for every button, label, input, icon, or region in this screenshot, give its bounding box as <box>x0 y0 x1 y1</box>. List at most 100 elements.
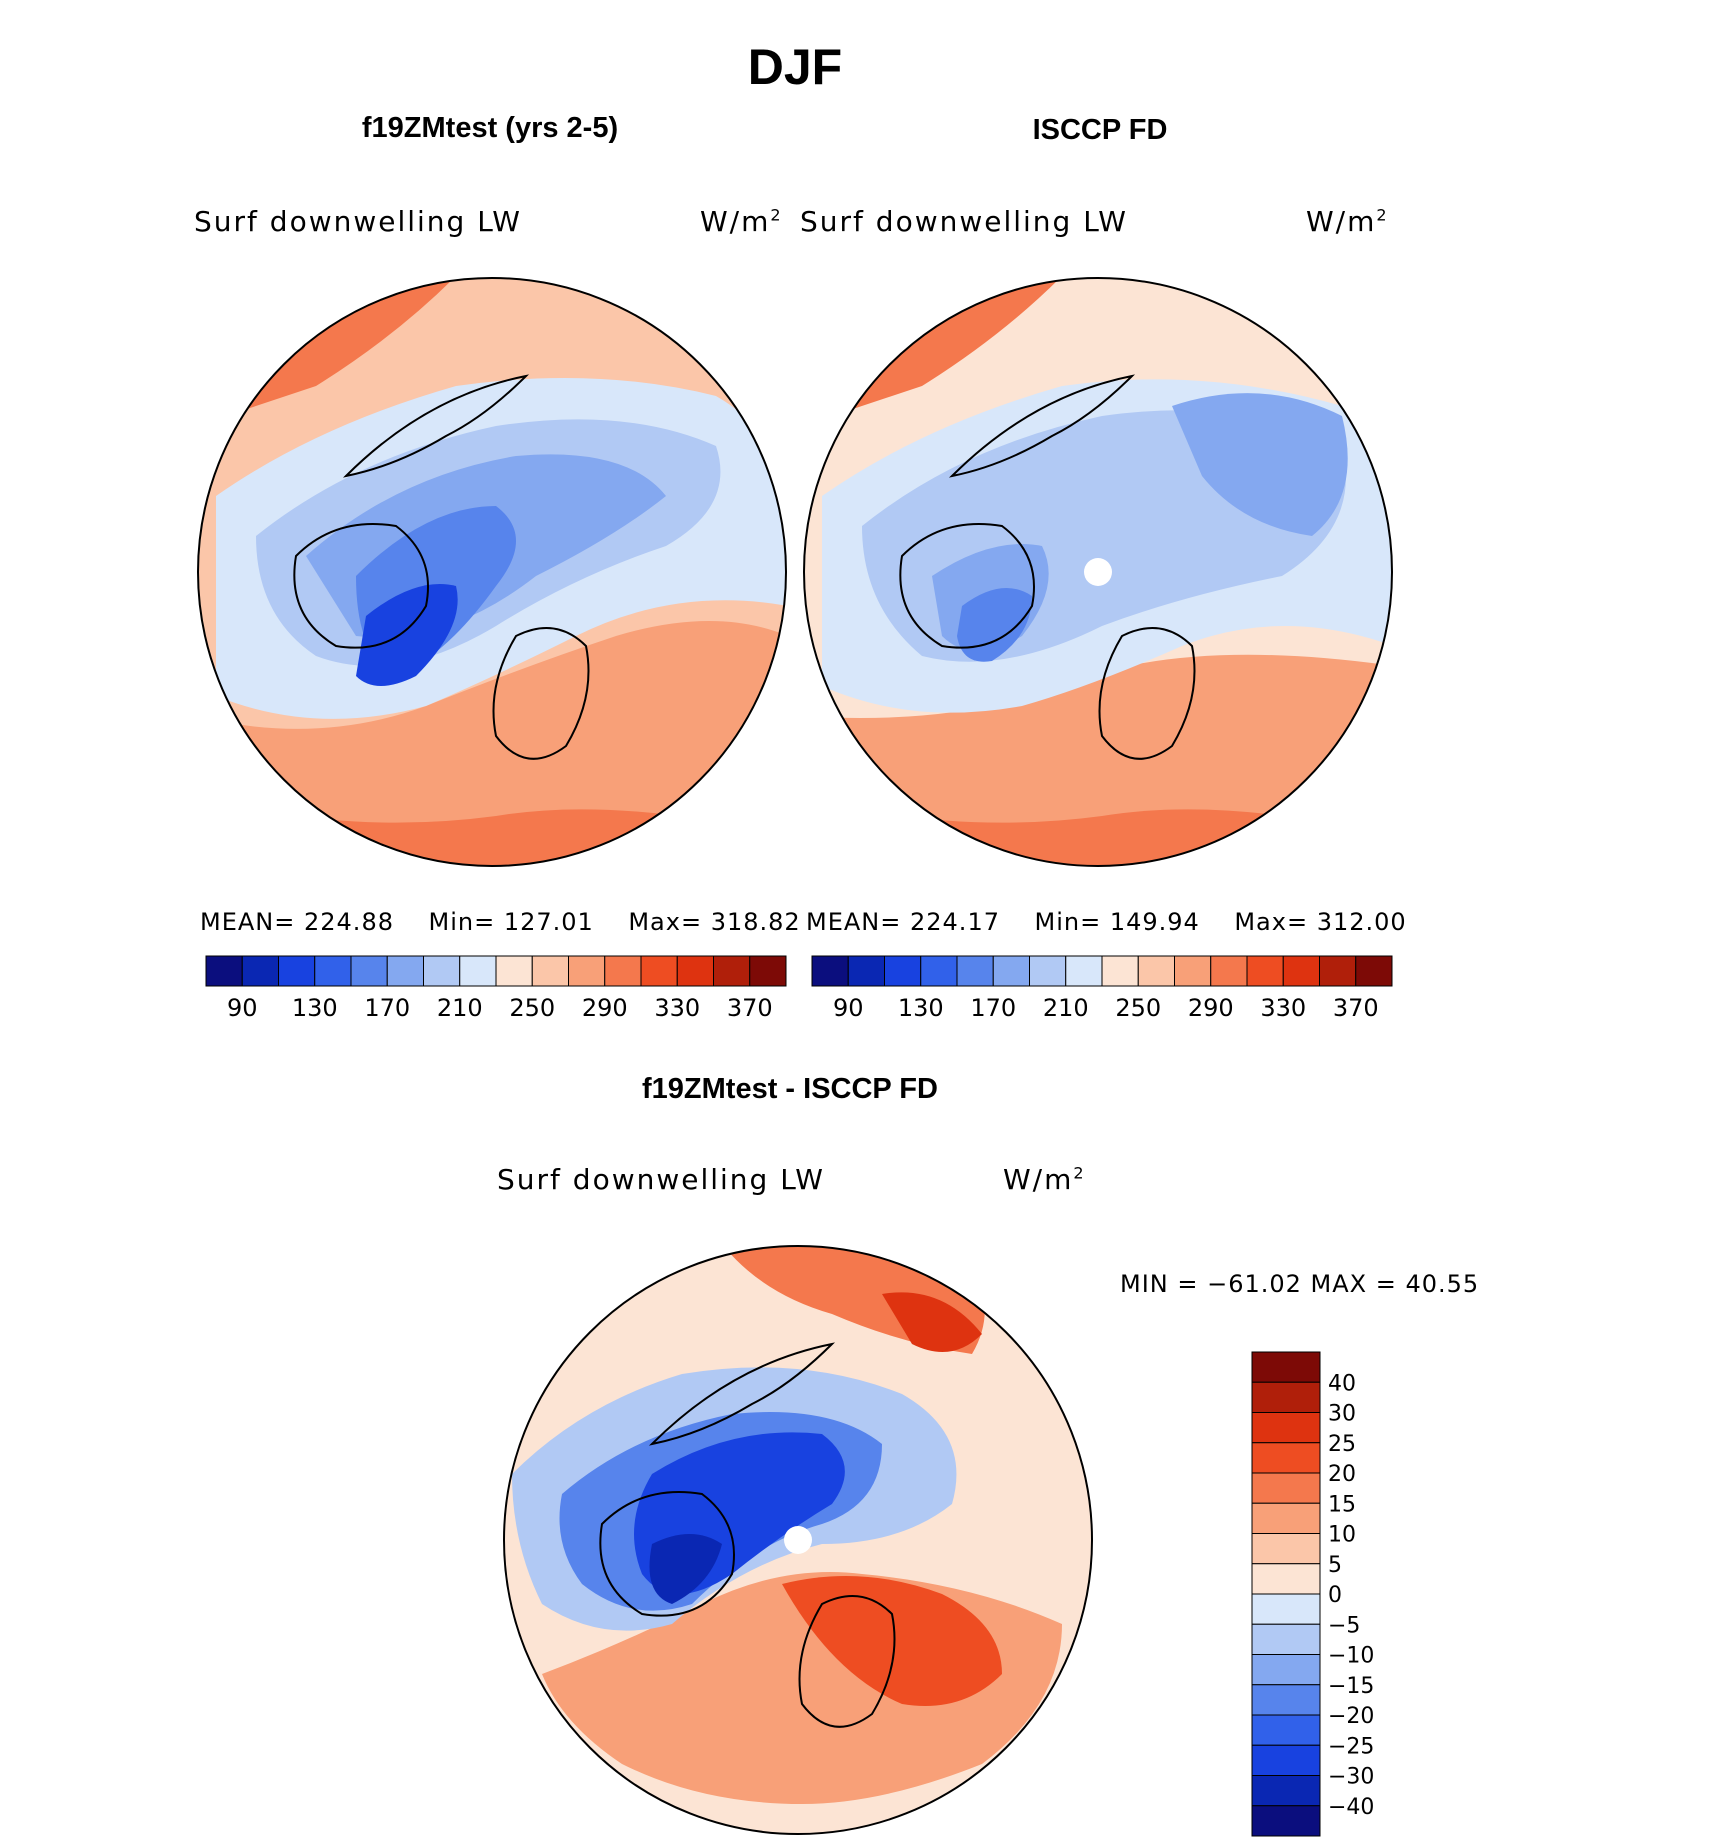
colorbar-1-swatch <box>713 955 751 987</box>
panel-1-title: f19ZMtest (yrs 2-5) <box>361 112 619 144</box>
colorbar-2: 90 130 170 210 250 290 330 370 <box>811 955 1393 1022</box>
colorbar-3-swatch <box>1251 1775 1321 1807</box>
colorbar-1-tick-label: 330 <box>654 994 700 1022</box>
map-3-coastline-greenland <box>599 1491 735 1617</box>
colorbar-3-swatch <box>1251 1805 1321 1837</box>
colorbar-1-tick-label: 250 <box>509 994 555 1022</box>
map-3-outline <box>503 1245 1093 1835</box>
panel-3-minmax: MIN = −61.02 MAX = 40.55 <box>1120 1270 1480 1298</box>
colorbar-1-tick-label: 370 <box>727 994 773 1022</box>
panel-2-units: W/m2 <box>1306 205 1389 238</box>
colorbar-1-swatch <box>568 955 606 987</box>
colorbar-1-swatch <box>241 955 279 987</box>
panel-3-units: W/m2 <box>1003 1163 1086 1196</box>
map-3-coastline-scandinavia <box>798 1595 896 1728</box>
colorbar-2-swatch <box>1065 955 1103 987</box>
colorbar-2-swatch <box>847 955 885 987</box>
colorbar-3-swatch <box>1251 1744 1321 1776</box>
panel-1-stats: MEAN= 224.88 Min= 127.01 Max= 318.82 <box>200 908 801 936</box>
colorbar-3-swatch <box>1251 1472 1321 1504</box>
colorbar-3-tick-label: 25 <box>1328 1432 1356 1457</box>
panel-3-variable: Surf downwelling LW <box>497 1163 825 1196</box>
colorbar-3-tick-label: −25 <box>1328 1734 1374 1759</box>
map-3-coastline-asia <box>648 1342 836 1446</box>
colorbar-2-swatch <box>1246 955 1284 987</box>
colorbar-3-tick-label: −30 <box>1328 1765 1374 1790</box>
colorbar-1-swatch <box>749 955 787 987</box>
colorbar-3-swatch <box>1251 1381 1321 1413</box>
colorbar-3-tick-label: 20 <box>1328 1462 1356 1487</box>
colorbar-3-tick-label: −40 <box>1328 1795 1374 1820</box>
colorbar-1-swatch <box>676 955 714 987</box>
map-3-hot-north <box>882 1292 982 1352</box>
colorbar-3-swatch <box>1251 1563 1321 1595</box>
map-1-coastline-scandinavia <box>492 627 590 760</box>
colorbar-2-tick-label: 90 <box>833 994 864 1022</box>
colorbar-3-tick-label: 0 <box>1328 1583 1342 1608</box>
colorbar-3-tick-label: −10 <box>1328 1644 1374 1669</box>
map-2-mid-blue-pacific <box>1172 393 1348 536</box>
panel-1-units: W/m2 <box>700 205 783 238</box>
colorbar-3: 40 30 25 20 15 10 5 0 −5 −10 −15 −20 −25 −30 −40 <box>1251 1351 1374 1837</box>
map-3-deepest-blue <box>649 1534 722 1604</box>
colorbar-2-tick-label: 210 <box>1043 994 1089 1022</box>
colorbar-1-swatch <box>459 955 497 987</box>
colorbar-3-tick-label: 40 <box>1328 1371 1356 1396</box>
colorbar-2-swatch <box>1319 955 1357 987</box>
colorbar-3-tick-label: 15 <box>1328 1492 1356 1517</box>
colorbar-3-swatch <box>1251 1351 1321 1383</box>
colorbar-3-swatch <box>1251 1714 1321 1746</box>
colorbar-1-swatch <box>423 955 461 987</box>
colorbar-2-swatch <box>956 955 994 987</box>
map-panel-1 <box>197 277 787 867</box>
colorbar-2-tick-label: 250 <box>1115 994 1161 1022</box>
colorbar-1-tick-label: 130 <box>292 994 338 1022</box>
colorbar-2-swatch <box>1355 955 1393 987</box>
colorbar-1-tick-label: 170 <box>364 994 410 1022</box>
map-1-coastline-greenland <box>293 523 429 649</box>
map-panel-2 <box>803 277 1393 867</box>
colorbar-2-tick-label: 290 <box>1188 994 1234 1022</box>
colorbar-1-swatch <box>495 955 533 987</box>
colorbar-3-swatch <box>1251 1684 1321 1716</box>
colorbar-3-tick-label: 10 <box>1328 1523 1356 1548</box>
colorbar-1-tick-label: 290 <box>582 994 628 1022</box>
map-2-blue <box>957 588 1032 662</box>
map-2-outline <box>803 277 1393 867</box>
colorbar-3-tick-label: 30 <box>1328 1402 1356 1427</box>
colorbar-1-swatch <box>278 955 316 987</box>
colorbar-2-swatch <box>1282 955 1320 987</box>
colorbar-3-tick-label: −5 <box>1328 1613 1360 1638</box>
colorbar-2-swatch <box>1137 955 1175 987</box>
map-2-pole-hole <box>1084 558 1112 586</box>
colorbar-3-swatch <box>1251 1533 1321 1565</box>
colorbar-3-swatch <box>1251 1502 1321 1534</box>
colorbar-2-swatch <box>920 955 958 987</box>
colorbar-2-swatch <box>1101 955 1139 987</box>
colorbar-1-tick-label: 90 <box>227 994 258 1022</box>
colorbar-2-tick-label: 370 <box>1333 994 1379 1022</box>
colorbar-1-swatch <box>350 955 388 987</box>
panel-2-title: ISCCP FD <box>1032 114 1168 146</box>
map-panel-3 <box>503 1245 1093 1835</box>
colorbar-3-tick-label: −20 <box>1328 1704 1374 1729</box>
colorbar-1-swatch <box>640 955 678 987</box>
colorbar-1-swatch <box>531 955 569 987</box>
colorbar-3-tick-label: −15 <box>1328 1674 1374 1699</box>
map-1-outline <box>197 277 787 867</box>
map-2-coastline-greenland <box>899 523 1035 649</box>
colorbar-2-swatch <box>884 955 922 987</box>
map-3-hot-south <box>782 1576 1002 1706</box>
map-1-coastline-asia <box>342 374 530 478</box>
colorbar-3-swatch <box>1251 1412 1321 1444</box>
colorbar-1: 90 130 170 210 250 290 330 370 <box>205 955 787 1022</box>
colorbar-1-swatch <box>205 955 243 987</box>
colorbar-3-swatch <box>1251 1442 1321 1474</box>
colorbar-2-swatch <box>1174 955 1212 987</box>
colorbar-1-swatch <box>604 955 642 987</box>
colorbar-1-swatch <box>386 955 424 987</box>
colorbar-1-swatch <box>314 955 352 987</box>
map-3-pole-hole <box>784 1526 812 1554</box>
panel-2-stats: MEAN= 224.17 Min= 149.94 Max= 312.00 <box>806 908 1407 936</box>
colorbar-2-swatch <box>811 955 849 987</box>
